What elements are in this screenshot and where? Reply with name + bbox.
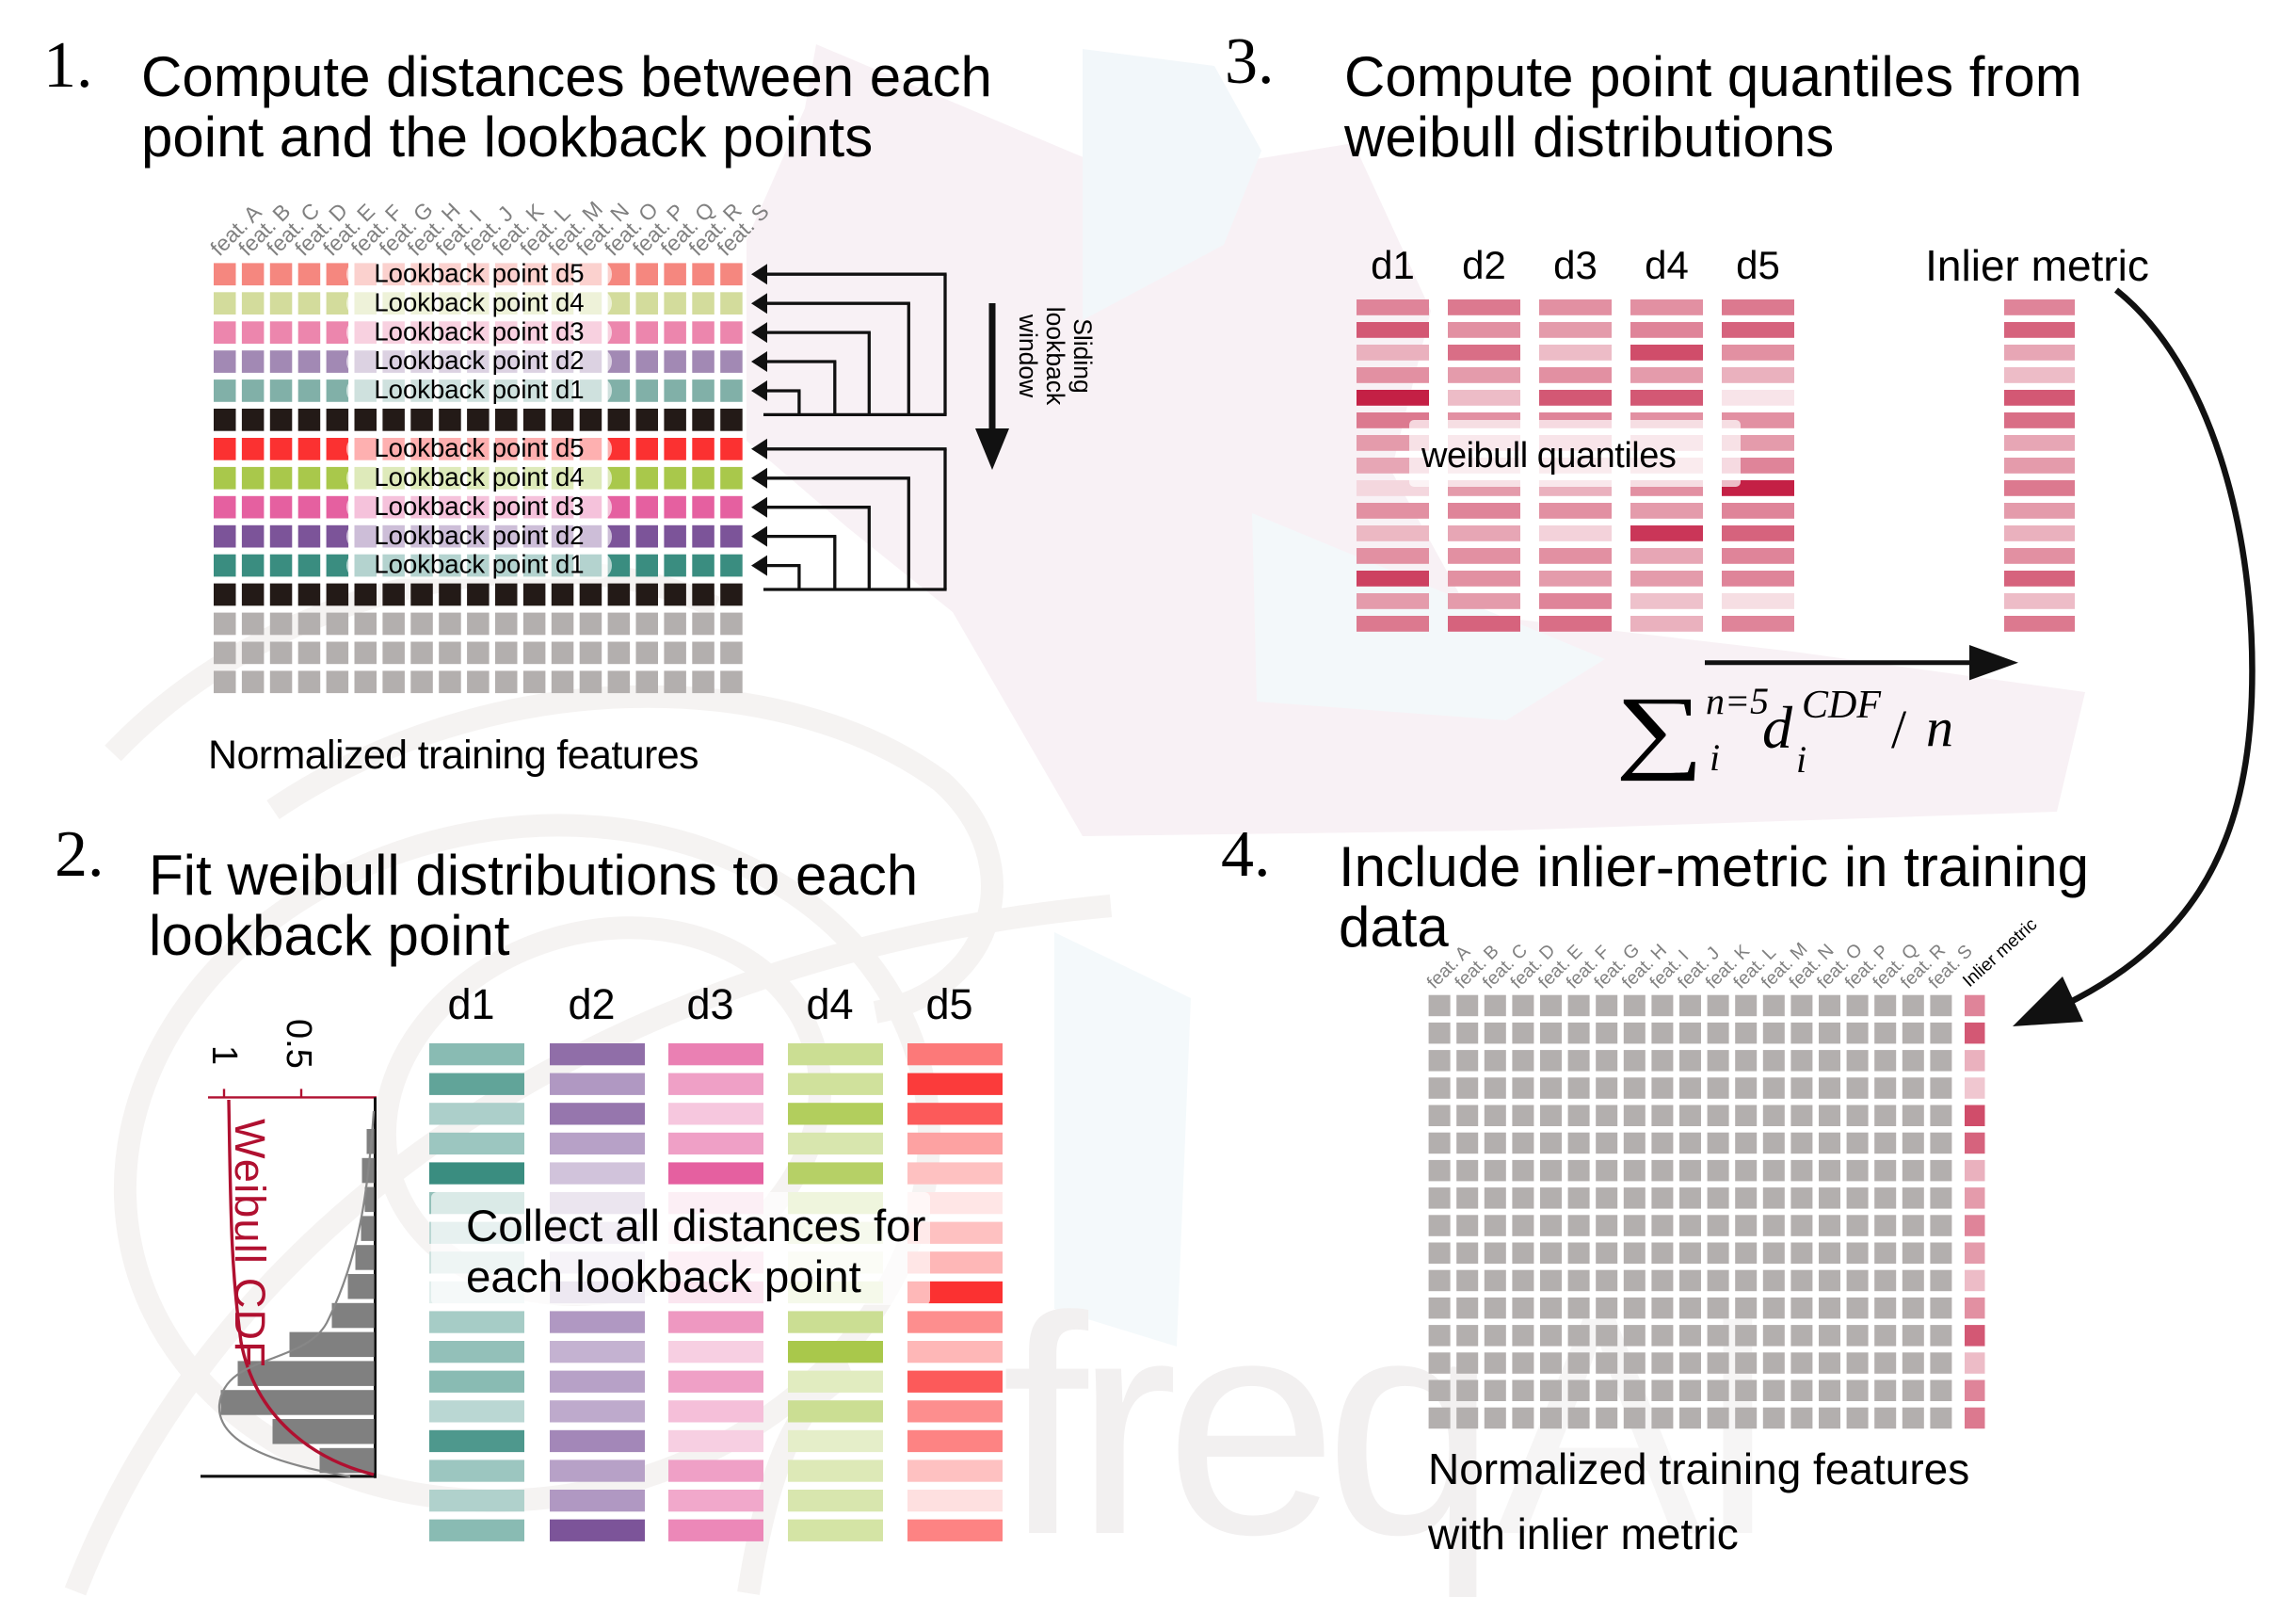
- svg-text:CDF: CDF: [1802, 684, 1881, 727]
- svg-text:Lookback point d1: Lookback point d1: [374, 375, 584, 404]
- svg-text:Lookback point d4: Lookback point d4: [374, 462, 584, 492]
- svg-text:d2: d2: [1462, 243, 1506, 287]
- svg-text:n: n: [1926, 697, 1953, 758]
- svg-text:Sliding: Sliding: [1068, 318, 1097, 394]
- svg-text:Lookback point d2: Lookback point d2: [374, 346, 584, 375]
- svg-text:0.5: 0.5: [279, 1019, 318, 1069]
- svg-text:data: data: [1339, 895, 1449, 959]
- svg-text:Lookback point d3: Lookback point d3: [374, 492, 584, 521]
- svg-text:d: d: [1762, 694, 1793, 761]
- svg-text:1.: 1.: [43, 29, 93, 102]
- svg-text:d1: d1: [1371, 243, 1415, 287]
- svg-text:d3: d3: [1553, 243, 1598, 287]
- svg-text:Weibull CDF: Weibull CDF: [226, 1119, 274, 1368]
- svg-text:3.: 3.: [1225, 25, 1275, 98]
- svg-text:1: 1: [204, 1045, 244, 1065]
- svg-text:Lookback point d3: Lookback point d3: [374, 316, 584, 346]
- svg-text:4.: 4.: [1221, 818, 1271, 891]
- svg-text:Lookback point d4: Lookback point d4: [374, 287, 584, 316]
- svg-text:Collect all distances for: Collect all distances for: [466, 1202, 926, 1251]
- svg-text:freq: freq: [1002, 1251, 1485, 1597]
- svg-text:Include inlier-metric in train: Include inlier-metric in training: [1339, 835, 2089, 898]
- svg-text:d1: d1: [447, 980, 494, 1028]
- svg-text:Normalized training features: Normalized training features: [1428, 1444, 1969, 1493]
- svg-text:Lookback point d1: Lookback point d1: [374, 550, 584, 579]
- svg-text:with inlier metric: with inlier metric: [1427, 1509, 1739, 1558]
- svg-text:point and the lookback points: point and the lookback points: [141, 105, 873, 169]
- svg-text:d4: d4: [806, 980, 853, 1028]
- svg-text:Compute point quantiles from: Compute point quantiles from: [1344, 45, 2082, 108]
- svg-text:/: /: [1891, 699, 1907, 760]
- svg-text:2.: 2.: [55, 818, 104, 891]
- svg-text:n=5: n=5: [1706, 680, 1769, 722]
- svg-text:weibull distributions: weibull distributions: [1343, 105, 1834, 169]
- svg-text:Compute distances between each: Compute distances between each: [141, 45, 992, 108]
- svg-text:d5: d5: [1736, 243, 1780, 287]
- svg-text:Lookback point d5: Lookback point d5: [374, 258, 584, 287]
- svg-text:d3: d3: [686, 980, 733, 1028]
- svg-text:d5: d5: [925, 980, 972, 1028]
- svg-text:each lookback point: each lookback point: [466, 1252, 861, 1302]
- svg-text:weibull quantiles: weibull quantiles: [1421, 436, 1676, 476]
- svg-text:i: i: [1796, 738, 1806, 781]
- svg-text:Fit weibull distributions to e: Fit weibull distributions to each: [149, 844, 918, 907]
- svg-text:lookback point: lookback point: [149, 904, 510, 967]
- svg-text:lookback: lookback: [1041, 307, 1069, 406]
- svg-text:∑: ∑: [1615, 678, 1704, 782]
- svg-text:Inlier metric: Inlier metric: [1925, 241, 2149, 290]
- svg-text:d2: d2: [568, 980, 615, 1028]
- svg-text:Lookback point d5: Lookback point d5: [374, 433, 584, 462]
- svg-text:Lookback point d2: Lookback point d2: [374, 521, 584, 550]
- svg-text:i: i: [1710, 736, 1720, 779]
- svg-text:window: window: [1014, 314, 1042, 398]
- svg-text:d4: d4: [1645, 243, 1689, 287]
- svg-text:Normalized training features: Normalized training features: [208, 733, 698, 778]
